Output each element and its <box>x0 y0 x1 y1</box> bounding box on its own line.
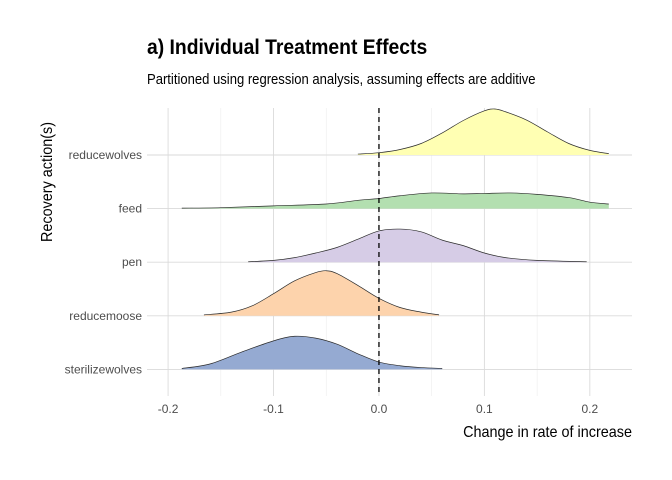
x-tick-label: 0.0 <box>371 402 388 416</box>
ridge-outline-feed <box>181 192 609 209</box>
x-tick-label: 0.2 <box>581 402 598 416</box>
y-tick-labels: reducewolves feed pen reducemoose sterilizew… <box>65 148 143 376</box>
x-axis-title: Change in rate of increase <box>463 423 632 441</box>
ridge-sterilizewolves <box>181 336 443 370</box>
ridge-outline-reducewolves <box>357 108 609 155</box>
ridge-outline-pen <box>248 228 587 263</box>
y-tick-label: pen <box>122 255 142 269</box>
y-axis-title: Recovery action(s) <box>38 122 56 242</box>
ridge-reducemoose <box>203 270 440 316</box>
chart-title: a) Individual Treatment Effects <box>147 36 428 59</box>
x-tick-label: 0.1 <box>476 402 493 416</box>
x-tick-label: -0.1 <box>263 402 284 416</box>
y-tick-label: reducemoose <box>69 309 142 323</box>
ridge-outline-reducemoose <box>203 270 440 316</box>
ridge-outline-sterilizewolves <box>181 335 443 369</box>
x-tick-labels: -0.2 -0.1 0.0 0.1 0.2 <box>158 402 599 416</box>
y-tick-label: sterilizewolves <box>65 362 142 376</box>
y-tick-label: reducewolves <box>69 148 142 162</box>
chart-subtitle: Partitioned using regression analysis, a… <box>147 72 536 88</box>
ridge-pen <box>248 229 587 263</box>
x-tick-label: -0.2 <box>158 402 179 416</box>
ridges <box>181 108 609 370</box>
ridge-feed <box>181 192 609 209</box>
y-tick-label: feed <box>119 202 142 216</box>
ridge-reducewolves <box>357 108 609 155</box>
